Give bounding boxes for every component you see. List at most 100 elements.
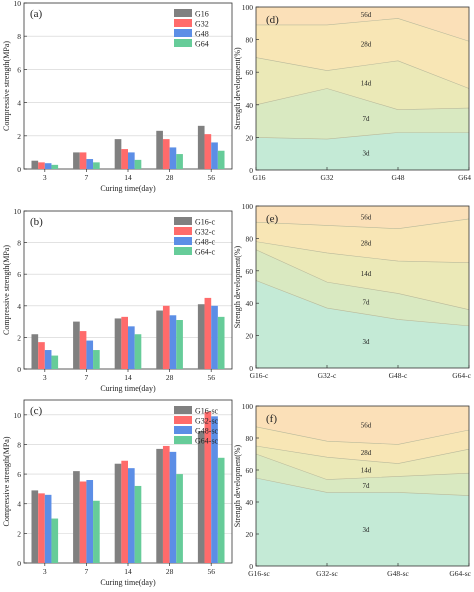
area-band-56d xyxy=(256,406,469,445)
band-label: 56d xyxy=(361,11,372,19)
panel-label: (d) xyxy=(266,14,279,26)
panel-label: (c) xyxy=(30,405,43,417)
y-tick-label: 0 xyxy=(17,365,21,374)
y-tick-label: 10 xyxy=(14,411,22,420)
band-boundary xyxy=(255,132,469,140)
x-tick-label: G48 xyxy=(392,173,405,182)
y-tick-label: 80 xyxy=(246,234,254,243)
band-boundary xyxy=(255,88,470,110)
bar xyxy=(44,350,52,369)
plot-frame xyxy=(255,6,470,171)
y-axis-label: Strength development(%) xyxy=(233,444,242,527)
x-tick-label: 56 xyxy=(207,567,215,576)
legend-label: G64-sc xyxy=(195,437,219,446)
panel-label: (a) xyxy=(30,8,43,20)
bar-chart-0: 0 2 4 6 8 10 3 7 14 28 56 Curing time(day) Compressi… xyxy=(2,0,233,193)
area-band-3d xyxy=(256,132,469,170)
y-tick-label: 60 xyxy=(246,68,254,77)
bar xyxy=(197,304,205,369)
x-tick-label: G48-sc xyxy=(387,569,409,578)
x-tick-label: G32-c xyxy=(318,371,337,380)
bar xyxy=(169,315,177,369)
y-tick-label: 8 xyxy=(17,239,21,248)
y-tick-label: 60 xyxy=(246,267,254,276)
legend-swatch xyxy=(174,247,192,255)
bar xyxy=(114,139,122,169)
legend-swatch xyxy=(174,436,192,444)
x-axis-label: Curing time(day) xyxy=(100,384,156,393)
y-tick-label: 2 xyxy=(17,529,21,538)
x-tick-label: 3 xyxy=(43,373,47,382)
band-label: 56d xyxy=(361,214,372,222)
legend-swatch xyxy=(174,227,192,235)
x-tick-label: 3 xyxy=(43,173,47,182)
bar xyxy=(217,316,225,369)
legend-label: G64 xyxy=(195,40,209,49)
band-label: 3d xyxy=(363,150,371,158)
bar xyxy=(197,431,205,563)
bar xyxy=(162,305,170,369)
legend-swatch xyxy=(174,39,192,47)
y-tick-label: 6 xyxy=(17,270,21,279)
band-label: 7d xyxy=(363,298,371,306)
y-tick-label: 6 xyxy=(17,470,21,479)
bar xyxy=(134,334,142,369)
band-label: 14d xyxy=(361,270,372,278)
area-band-7d xyxy=(256,454,469,496)
bar xyxy=(38,342,45,369)
bar xyxy=(93,350,100,369)
band-label: 56d xyxy=(361,421,372,429)
bar xyxy=(51,355,59,369)
area-band-56d xyxy=(256,7,469,42)
bar xyxy=(79,481,87,563)
area-band-3d xyxy=(256,280,469,368)
legend-label: G48-sc xyxy=(195,427,219,436)
legend-label: G48-c xyxy=(195,238,215,247)
legend-label: G32-sc xyxy=(195,417,219,426)
legend-swatch xyxy=(174,19,192,27)
y-tick-label: 100 xyxy=(242,3,254,12)
legend-label: G32 xyxy=(195,20,209,29)
x-tick-label: 56 xyxy=(207,373,215,382)
bar xyxy=(121,460,128,563)
y-axis-label: Strength development(%) xyxy=(233,47,242,130)
band-label: 28d xyxy=(361,449,372,457)
bar xyxy=(86,159,94,169)
area-band-56d xyxy=(256,206,469,229)
x-tick-label: 3 xyxy=(43,567,47,576)
y-tick-label: 40 xyxy=(246,101,254,110)
bar xyxy=(79,331,87,369)
y-axis-label: Compressive strength(MPa) xyxy=(2,41,11,131)
y-tick-label: 8 xyxy=(17,440,21,449)
bar xyxy=(121,149,128,169)
bar xyxy=(162,445,170,563)
y-tick-label: 40 xyxy=(246,299,254,308)
bar xyxy=(211,305,218,369)
y-tick-label: 20 xyxy=(246,133,254,142)
y-tick-label: 60 xyxy=(246,466,254,475)
x-tick-label: G16-sc xyxy=(248,569,270,578)
bar xyxy=(86,480,94,563)
bar xyxy=(31,490,39,563)
x-tick-label: G16-c xyxy=(250,371,269,380)
panel-label: (b) xyxy=(30,216,43,228)
y-tick-label: 4 xyxy=(17,500,21,509)
y-tick-label: 20 xyxy=(246,530,254,539)
area-chart-5: 3d 7d 14d 28d 56d 0 20 40 60 80 100 G16-sc G32-sc G48… xyxy=(233,402,472,578)
legend-swatch xyxy=(174,237,192,245)
band-label: 28d xyxy=(361,239,372,247)
bar xyxy=(114,318,122,369)
bar xyxy=(114,463,122,563)
bar xyxy=(162,139,170,169)
y-tick-label: 0 xyxy=(249,166,253,175)
bar xyxy=(134,159,142,169)
y-tick-label: 2 xyxy=(17,333,21,342)
bar xyxy=(79,152,87,169)
y-tick-label: 8 xyxy=(17,32,21,41)
band-label: 7d xyxy=(363,482,371,490)
area-chart-3: 3d 7d 14d 28d 56d 0 20 40 60 80 100 G16 G32 G48 G64 Str… xyxy=(233,3,471,182)
x-tick-label: 14 xyxy=(124,173,132,182)
bar-chart-1: 0 2 4 6 8 10 3 7 14 28 56 Curing time(day) Compressi… xyxy=(2,207,233,393)
x-tick-label: 7 xyxy=(85,567,89,576)
